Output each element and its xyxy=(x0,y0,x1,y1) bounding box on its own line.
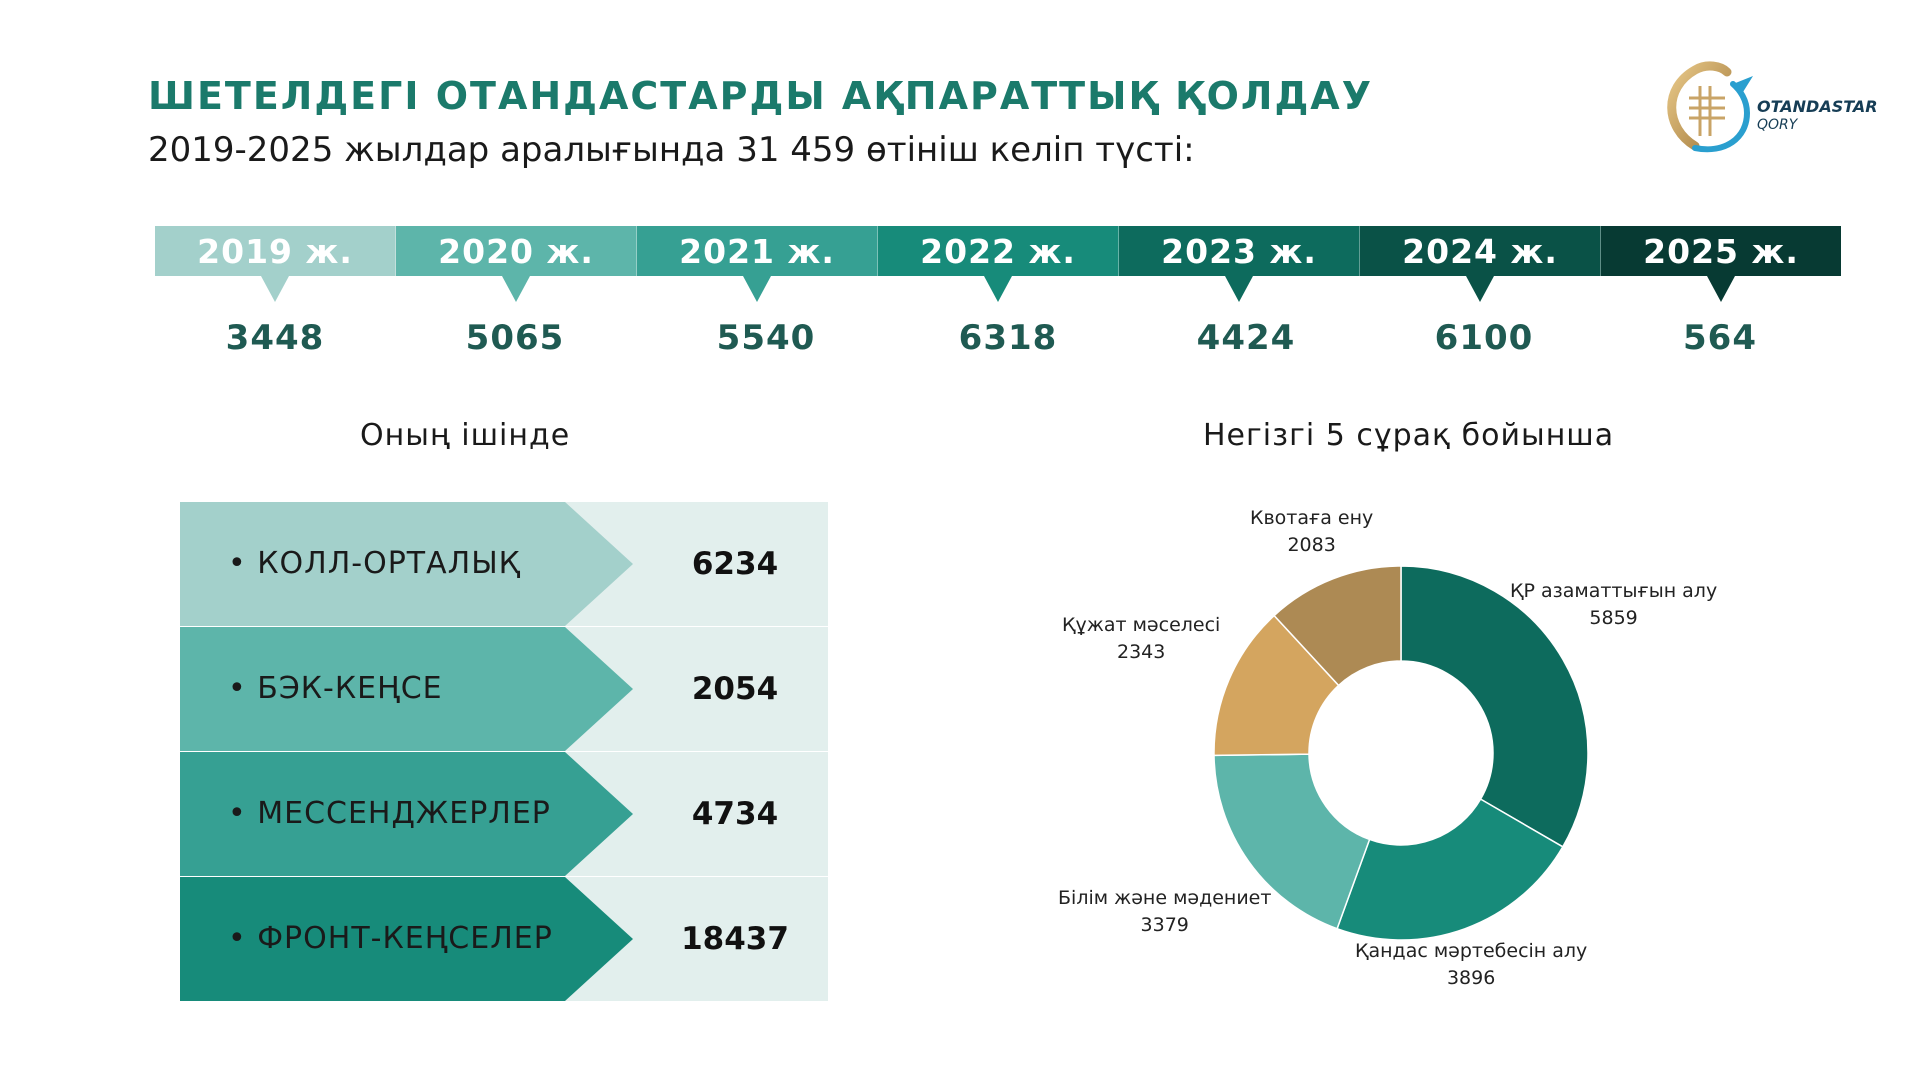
channel-label: БЭК-КЕҢСЕ xyxy=(228,627,443,751)
otandastar-logo xyxy=(1667,61,1753,153)
year-pointer xyxy=(1707,276,1735,302)
year-pointer xyxy=(502,276,530,302)
page-title: ШЕТЕЛДЕГІ ОТАНДАСТАРДЫ АҚПАРАТТЫҚ ҚОЛДАУ xyxy=(148,74,1374,118)
year-segment: 2022 ж. xyxy=(878,226,1119,302)
year-label: 2021 ж. xyxy=(679,231,835,271)
year-pointer xyxy=(1225,276,1253,302)
year-value: 564 xyxy=(1683,318,1757,358)
page-subtitle: 2019-2025 жылдар аралығында 31 459 өтіні… xyxy=(148,130,1195,170)
logo-line2: QORY xyxy=(1757,117,1798,133)
year-segment: 2025 ж. xyxy=(1601,226,1841,302)
donut-slice xyxy=(1336,798,1564,941)
channel-row: КОЛЛ-ОРТАЛЫҚ 6234 xyxy=(180,502,828,626)
year-value: 6318 xyxy=(958,318,1058,358)
channel-value: 18437 xyxy=(681,921,789,957)
channel-value: 4734 xyxy=(691,796,779,832)
slice-label: ҚР азаматтығын алу 5859 xyxy=(1510,578,1717,632)
donut-slice xyxy=(1400,565,1589,848)
donut-slice xyxy=(1213,753,1371,930)
logo-text: OTANDASTAR QORY xyxy=(1757,98,1878,134)
donut-title: Негізгі 5 сұрақ бойынша xyxy=(1203,418,1615,453)
channel-label: ФРОНТ-КЕҢСЕЛЕР xyxy=(228,877,553,1001)
slice-value: 3379 xyxy=(1140,914,1189,936)
donut-chart: ҚР азаматтығын алу 5859 Қандас мәртебесі… xyxy=(1058,500,1750,1020)
year-value: 5065 xyxy=(465,318,565,358)
year-value: 6100 xyxy=(1434,318,1534,358)
slice-value: 2083 xyxy=(1287,534,1336,556)
year-segment: 2024 ж. xyxy=(1360,226,1601,302)
slice-label: Білім және мәдениет 3379 xyxy=(1058,885,1271,939)
donut-svg xyxy=(1213,565,1589,941)
channel-row: БЭК-КЕҢСЕ 2054 xyxy=(180,627,828,751)
channel-value: 2054 xyxy=(691,671,779,707)
year-pointer xyxy=(261,276,289,302)
year-label: 2022 ж. xyxy=(920,231,1076,271)
year-pointer xyxy=(1466,276,1494,302)
year-segment: 2023 ж. xyxy=(1119,226,1360,302)
year-label: 2020 ж. xyxy=(438,231,594,271)
channel-label: МЕССЕНДЖЕРЛЕР xyxy=(228,752,551,876)
year-value: 4424 xyxy=(1196,318,1296,358)
slice-label: Квотаға ену 2083 xyxy=(1250,505,1373,559)
slice-name: Қандас мәртебесін алу xyxy=(1355,940,1588,962)
slice-name: Құжат мәселесі xyxy=(1062,614,1221,636)
slice-label: Қандас мәртебесін алу 3896 xyxy=(1355,938,1587,992)
year-segment: 2019 ж. xyxy=(155,226,396,302)
channel-label: КОЛЛ-ОРТАЛЫҚ xyxy=(228,502,521,626)
year-label: 2025 ж. xyxy=(1643,231,1799,271)
slice-value: 3896 xyxy=(1446,967,1496,989)
logo-line1: OTANDASTAR xyxy=(1757,97,1878,116)
year-pointer xyxy=(743,276,771,302)
year-label: 2019 ж. xyxy=(197,231,353,271)
slice-name: Квотаға ену xyxy=(1250,507,1374,529)
year-value: 5540 xyxy=(716,318,816,358)
slice-value: 5859 xyxy=(1589,607,1638,629)
year-segment: 2021 ж. xyxy=(637,226,878,302)
slice-name: Білім және мәдениет xyxy=(1058,887,1272,909)
year-segment: 2020 ж. xyxy=(396,226,637,302)
slice-label: Құжат мәселесі 2343 xyxy=(1062,612,1220,666)
year-timeline: 2019 ж. 2020 ж. 2021 ж. 2022 ж. 2023 ж. … xyxy=(155,226,1841,302)
year-label: 2023 ж. xyxy=(1161,231,1317,271)
year-value: 3448 xyxy=(225,318,325,358)
channels-table: КОЛЛ-ОРТАЛЫҚ 6234 БЭК-КЕҢСЕ 2054 МЕССЕНД… xyxy=(180,502,828,1002)
channel-value: 6234 xyxy=(691,546,779,582)
channel-row: МЕССЕНДЖЕРЛЕР 4734 xyxy=(180,752,828,876)
slice-name: ҚР азаматтығын алу xyxy=(1510,580,1718,602)
channel-row: ФРОНТ-КЕҢСЕЛЕР 18437 xyxy=(180,877,828,1001)
slice-value: 2343 xyxy=(1116,641,1166,663)
channels-heading: Оның ішінде xyxy=(360,418,571,453)
donut-slice xyxy=(1273,565,1402,687)
year-pointer xyxy=(984,276,1012,302)
year-label: 2024 ж. xyxy=(1402,231,1558,271)
